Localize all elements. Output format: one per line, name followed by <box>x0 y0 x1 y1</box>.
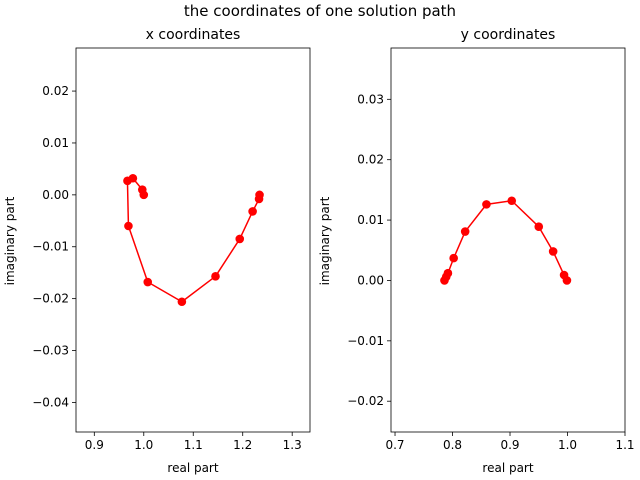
data-point <box>255 190 264 200</box>
data-point <box>124 221 133 231</box>
data-point <box>248 207 257 216</box>
y-tick-label: −0.01 <box>347 334 384 348</box>
y-tick-label: −0.02 <box>32 292 69 306</box>
data-point <box>211 272 220 281</box>
data-point <box>443 268 453 278</box>
y-tick-label: 0.00 <box>42 188 69 202</box>
data-point <box>177 297 187 307</box>
x-tick-label: 1.3 <box>283 438 302 452</box>
x-coordinates-plot: x coordinates real part imaginary part 0… <box>3 27 311 475</box>
data-point <box>137 185 147 194</box>
data-point <box>143 277 153 287</box>
data-point <box>534 222 544 232</box>
x-tick-label: 1.0 <box>134 438 153 452</box>
y-tick-label: 0.00 <box>357 273 384 287</box>
x-tick-label: 1.2 <box>233 438 252 452</box>
data-point <box>123 176 132 186</box>
data-point <box>562 276 572 285</box>
x-tick-label: 0.7 <box>385 438 404 452</box>
y-axis-label: imaginary part <box>318 196 332 285</box>
data-point <box>460 227 470 236</box>
y-tick-label: 0.02 <box>42 84 69 98</box>
figure-title: the coordinates of one solution path <box>184 2 456 20</box>
data-point <box>235 234 245 244</box>
x-tick-label: 1.0 <box>558 438 577 452</box>
plot-title: y coordinates <box>461 27 556 43</box>
y-tick-label: 0.03 <box>357 92 384 106</box>
data-point <box>548 247 558 256</box>
data-point <box>449 253 458 263</box>
y-tick-label: 0.01 <box>42 136 69 150</box>
plot-frame <box>75 47 311 433</box>
plot-frame <box>390 47 626 433</box>
y-axis-label: imaginary part <box>3 196 17 285</box>
y-tick-label: −0.02 <box>347 394 384 408</box>
x-tick-label: 1.1 <box>184 438 203 452</box>
x-axis-label: real part <box>482 461 533 475</box>
x-tick-label: 0.9 <box>500 438 519 452</box>
x-tick-label: 0.9 <box>85 438 104 452</box>
y-coordinates-plot: y coordinates real part imaginary part 0… <box>318 27 635 475</box>
y-tick-label: 0.02 <box>357 153 384 167</box>
data-point <box>507 196 517 206</box>
x-tick-label: 0.8 <box>443 438 462 452</box>
y-tick-label: −0.04 <box>32 395 69 409</box>
x-axis-label: real part <box>167 461 218 475</box>
plot-title: x coordinates <box>146 27 241 43</box>
y-tick-label: 0.01 <box>357 213 384 227</box>
y-tick-label: −0.03 <box>32 344 69 358</box>
y-tick-label: −0.01 <box>32 240 69 254</box>
data-point <box>482 200 491 209</box>
x-tick-label: 1.1 <box>615 438 634 452</box>
